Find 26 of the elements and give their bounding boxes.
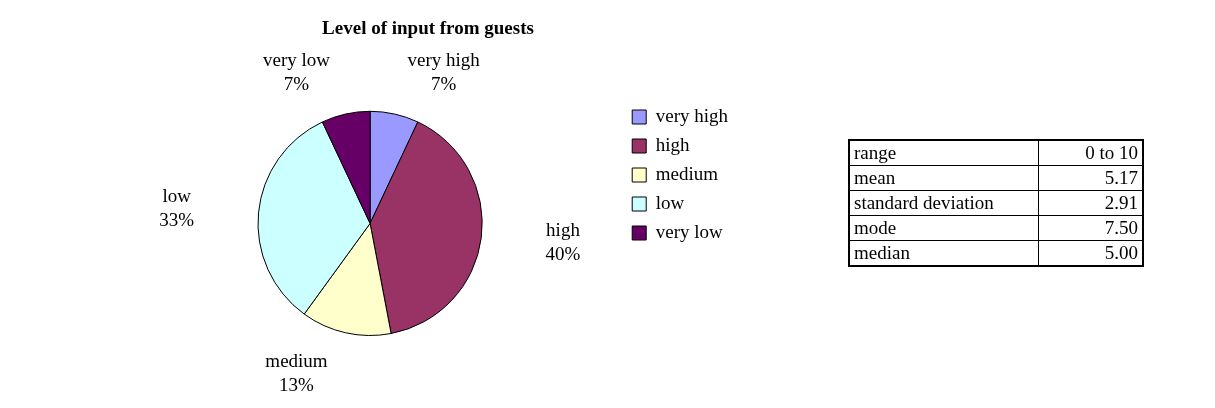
text: mode	[849, 215, 1039, 241]
text: standard deviation	[849, 190, 1039, 216]
text: 0 to 10	[1038, 140, 1143, 166]
data-label: 40%	[545, 242, 581, 264]
slice-label: very low	[262, 49, 331, 70]
data-label: 13%	[279, 373, 315, 395]
text: range	[849, 140, 1039, 166]
text: 7.50	[1038, 215, 1143, 241]
data-label: 33%	[159, 208, 195, 230]
data-label: 7%	[283, 73, 310, 94]
slice-label: low	[162, 184, 192, 206]
text: median	[849, 240, 1039, 266]
data-label: 7%	[431, 73, 457, 94]
text: 5.17	[1038, 165, 1143, 191]
legend-label: very low	[655, 220, 723, 242]
slice-label: medium	[265, 349, 328, 371]
legend-label: medium	[655, 162, 719, 184]
chart-title: Level of input from guests	[322, 17, 534, 39]
text: 5.00	[1038, 240, 1143, 266]
slice-label: high	[546, 218, 581, 240]
slice-label: very high	[407, 49, 481, 70]
text: mean	[849, 165, 1039, 191]
text: 2.91	[1038, 190, 1143, 216]
legend-label: low	[655, 191, 685, 213]
legend-label: very high	[655, 104, 729, 126]
legend-label: high	[655, 133, 690, 155]
